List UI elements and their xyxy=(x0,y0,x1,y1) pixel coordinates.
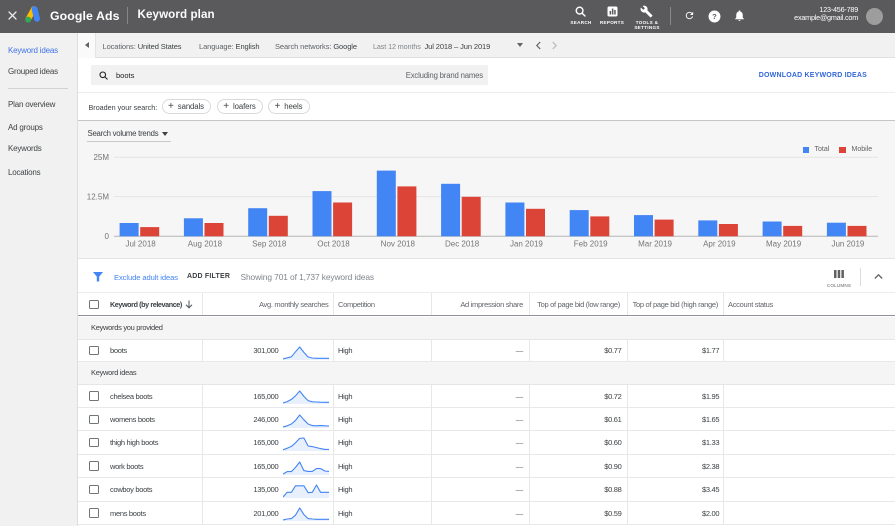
svg-text:Sep 2018: Sep 2018 xyxy=(252,240,287,249)
svg-text:May 2019: May 2019 xyxy=(766,240,802,249)
svg-text:Feb 2019: Feb 2019 xyxy=(574,240,608,249)
svg-text:?: ? xyxy=(712,12,717,21)
svg-text:Jun 2019: Jun 2019 xyxy=(831,240,864,249)
svg-text:Jan 2019: Jan 2019 xyxy=(510,240,543,249)
svg-text:0: 0 xyxy=(105,232,110,241)
svg-text:Nov 2018: Nov 2018 xyxy=(381,240,416,249)
svg-text:Dec 2018: Dec 2018 xyxy=(445,240,480,249)
svg-text:Oct 2018: Oct 2018 xyxy=(317,240,350,249)
svg-text:Aug 2018: Aug 2018 xyxy=(188,240,223,249)
svg-text:Jul 2018: Jul 2018 xyxy=(125,240,156,249)
svg-text:Mar 2019: Mar 2019 xyxy=(638,240,672,249)
svg-text:Apr 2019: Apr 2019 xyxy=(703,240,736,249)
svg-text:25M: 25M xyxy=(93,153,109,162)
svg-text:12.5M: 12.5M xyxy=(87,192,110,201)
